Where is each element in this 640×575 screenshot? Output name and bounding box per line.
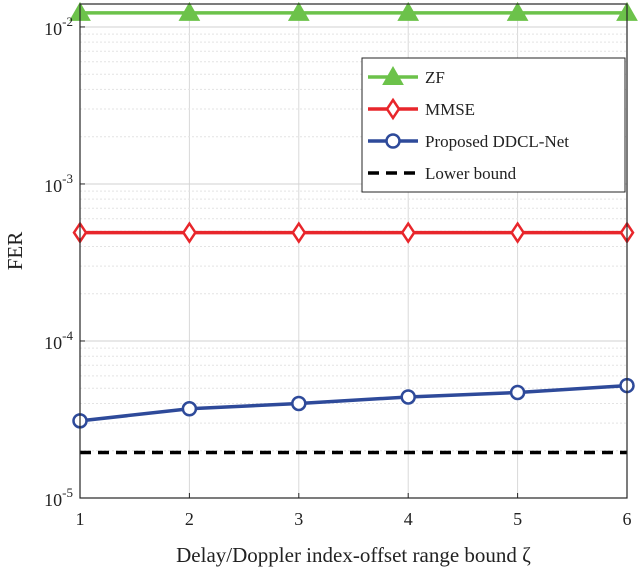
x-tick-label: 4	[404, 509, 413, 529]
x-tick-label: 6	[623, 509, 632, 529]
point-zf	[397, 1, 420, 21]
point-proposed-ddcl-net	[509, 384, 526, 401]
point-mmse	[291, 221, 307, 244]
legend: ZF MMSE Proposed DDCL-Net Lower bound	[361, 57, 626, 193]
y-tick-label: 10-3	[44, 171, 73, 196]
legend-marker-zf	[382, 65, 404, 85]
y-axis-label: FER	[3, 232, 27, 271]
series-line-proposed-ddcl-net	[79, 383, 628, 423]
series-proposed-ddcl-net	[72, 377, 635, 429]
x-tick-label: 3	[294, 509, 303, 529]
y-tick-label: 10-5	[44, 485, 73, 510]
plot-frame	[79, 3, 628, 499]
legend-marker-proposed-ddcl-net	[385, 133, 401, 149]
point-mmse	[510, 221, 526, 244]
legend-marker-mmse	[385, 97, 401, 121]
y-tick-label: 10-2	[44, 14, 73, 39]
legend-label-proposed-ddcl-net: Proposed DDCL-Net	[425, 132, 569, 151]
point-mmse	[400, 221, 416, 244]
x-axis-label: Delay/Doppler index-offset range bound ζ	[176, 543, 531, 567]
point-zf	[287, 1, 310, 21]
point-proposed-ddcl-net	[181, 401, 198, 417]
series-mmse	[72, 221, 635, 244]
series-layer	[69, 1, 638, 455]
legend-label-lower-bound: Lower bound	[425, 164, 517, 183]
point-proposed-ddcl-net	[400, 389, 416, 405]
x-tick-label: 2	[185, 509, 194, 529]
y-tick-label: 10-4	[44, 328, 73, 353]
point-mmse	[181, 221, 197, 244]
point-zf	[178, 1, 201, 21]
point-zf	[506, 1, 529, 21]
legend-label-mmse: MMSE	[425, 100, 475, 119]
legend-label-zf: ZF	[425, 68, 445, 87]
axis-ticks: 1 2 3 4 5 6 10-5 10-4 10-3 10-2	[44, 14, 631, 529]
legend-box	[361, 57, 626, 193]
x-tick-label: 5	[513, 509, 522, 529]
point-proposed-ddcl-net	[291, 395, 307, 412]
x-tick-label: 1	[76, 509, 85, 529]
series-zf	[69, 1, 638, 21]
